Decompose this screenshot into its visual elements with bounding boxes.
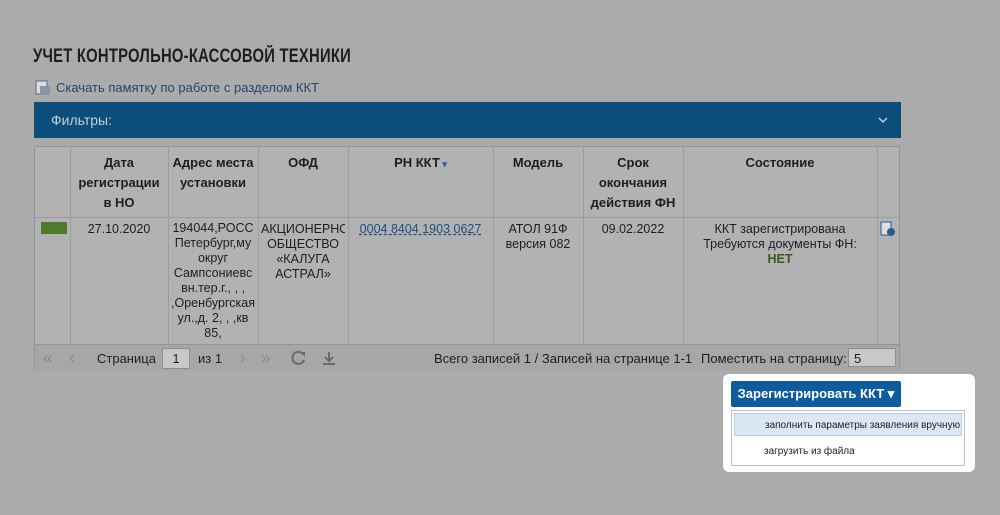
kkt-table: « ‹ Страница 1 из 1 › » Всего записей 1 … bbox=[34, 146, 900, 371]
per-page-select[interactable]: 5 bbox=[848, 348, 896, 367]
fn-end-date: 09.02.2022 bbox=[601, 222, 665, 236]
column-divider bbox=[877, 147, 878, 344]
address-line: Сампсониевс bbox=[173, 266, 253, 280]
ofd-line: АКЦИОНЕРНО bbox=[261, 222, 345, 236]
model-line: АТОЛ 91Ф bbox=[508, 222, 568, 236]
address-line: вн.тер.г., , , bbox=[181, 281, 245, 295]
action-popup: Зарегистрировать ККТ ▾ заполнить парамет… bbox=[723, 374, 975, 472]
export-icon[interactable] bbox=[321, 350, 337, 366]
column-divider bbox=[168, 147, 169, 344]
ofd-line: ОБЩЕСТВО bbox=[267, 237, 339, 251]
column-header[interactable]: РН ККТ ▾ bbox=[394, 155, 447, 170]
register-button[interactable]: Зарегистрировать ККТ ▾ bbox=[731, 381, 901, 407]
column-header: Адрес места установки bbox=[172, 155, 254, 190]
pager-last[interactable]: » bbox=[261, 348, 271, 367]
model-line: версия 082 bbox=[505, 237, 571, 251]
filters-label: Фильтры: bbox=[51, 112, 112, 128]
ofd-line: «КАЛУГА bbox=[276, 252, 330, 266]
row-divider bbox=[35, 217, 899, 218]
download-link[interactable]: Скачать памятку по работе с разделом ККТ bbox=[56, 80, 319, 95]
ofd: АКЦИОНЕРНО ОБЩЕСТВО «КАЛУГА АСТРАЛ» bbox=[261, 222, 345, 282]
register-menu: заполнить параметры заявления вручную заг… bbox=[731, 410, 965, 466]
refresh-icon[interactable] bbox=[291, 350, 307, 366]
address-line: 85, bbox=[204, 326, 222, 340]
rn-kkt[interactable]: 0004 8404 1903 0627 bbox=[359, 222, 482, 236]
ofd-line: АСТРАЛ» bbox=[275, 267, 331, 281]
state-docs: НЕТ bbox=[767, 252, 793, 266]
state: ККТ зарегистрирована Требуются документы … bbox=[686, 222, 874, 267]
pager-prev[interactable]: ‹ bbox=[69, 348, 75, 367]
page-title: УЧЕТ КОНТРОЛЬНО-КАССОВОЙ ТЕХНИКИ bbox=[33, 46, 352, 67]
pager: « ‹ Страница 1 из 1 › » Всего записей 1 … bbox=[35, 344, 899, 371]
address-line: 194044,РОСС bbox=[172, 221, 254, 235]
column-divider bbox=[683, 147, 684, 344]
column-header: Дата регистрации в НО bbox=[78, 155, 160, 210]
address-line: ул.,д. 2, , ,кв bbox=[177, 311, 249, 325]
column-divider bbox=[348, 147, 349, 344]
model: АТОЛ 91Ф версия 082 bbox=[496, 222, 580, 252]
column-header: ОФД bbox=[288, 155, 318, 170]
page-of: из 1 bbox=[198, 351, 223, 366]
doc-icon bbox=[35, 80, 50, 95]
column-divider bbox=[70, 147, 71, 344]
pager-next[interactable]: › bbox=[240, 348, 246, 367]
menu-item[interactable]: заполнить параметры заявления вручную bbox=[734, 413, 962, 436]
column-header: Состояние bbox=[745, 155, 815, 170]
address-line: округ bbox=[197, 251, 229, 265]
page-label: Страница bbox=[97, 351, 156, 366]
address: 194044,РОСС Петербург,му округ Сампсониевс в… bbox=[171, 221, 255, 343]
register-button-label: Зарегистрировать ККТ bbox=[737, 386, 885, 401]
reg-date: 27.10.2020 bbox=[87, 222, 151, 236]
column-divider bbox=[258, 147, 259, 344]
details-icon[interactable] bbox=[880, 221, 896, 237]
page-input[interactable]: 1 bbox=[162, 348, 190, 369]
state-line: ККТ зарегистрирована bbox=[714, 222, 846, 236]
column-header: Срок окончания действия ФН bbox=[590, 155, 676, 210]
pager-first[interactable]: « bbox=[43, 348, 53, 367]
per-page-label: Поместить на страницу: bbox=[701, 351, 847, 366]
column-divider bbox=[493, 147, 494, 344]
column-header: Модель bbox=[512, 155, 564, 170]
state-line: Требуются документы ФН: bbox=[703, 237, 857, 251]
column-divider bbox=[583, 147, 584, 344]
status-indicator bbox=[41, 222, 67, 234]
pager-summary: Всего записей 1 / Записей на странице 1-… bbox=[434, 351, 693, 366]
chevron bbox=[878, 117, 888, 124]
menu-item[interactable]: загрузить из файла bbox=[764, 446, 855, 457]
filters-bar[interactable]: Фильтры: bbox=[34, 102, 901, 138]
address-line: Петербург,му bbox=[174, 236, 252, 250]
address-line: ,Оренбургская bbox=[171, 296, 255, 310]
